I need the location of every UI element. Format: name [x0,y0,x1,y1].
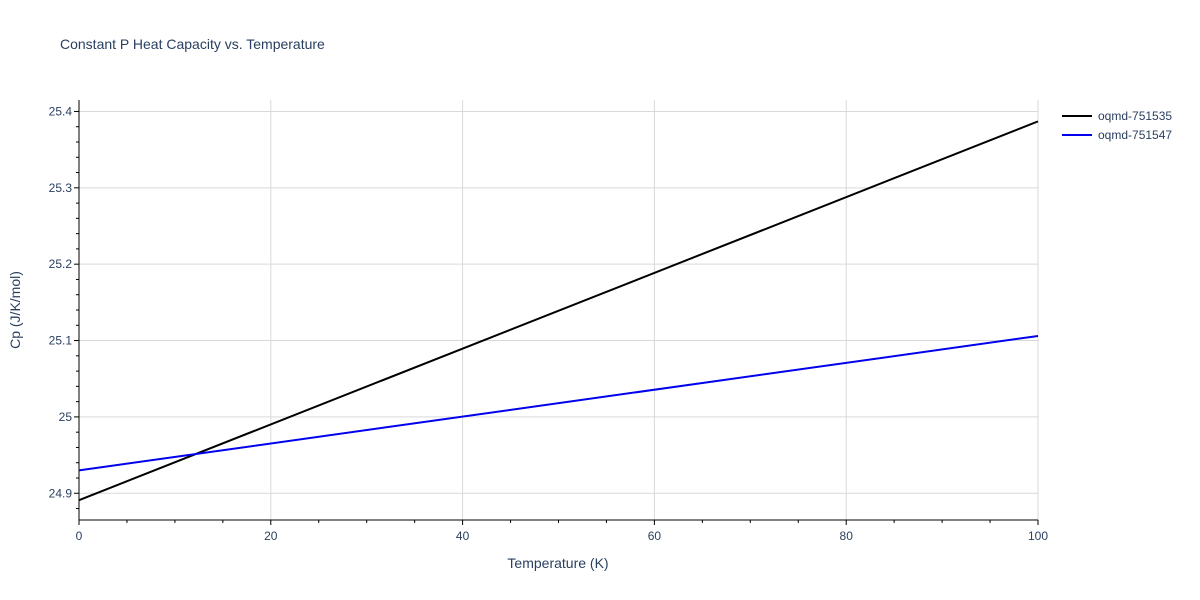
y-tick-label: 25.1 [49,334,73,348]
y-tick-label: 25.4 [49,104,73,118]
y-axis-title: Cp (J/K/mol) [7,271,23,349]
grid-lines [79,100,1039,520]
legend-item[interactable]: oqmd-751535 [1062,106,1172,125]
series-line-oqmd-751535 [78,120,1039,502]
y-tick-label: 25 [59,410,73,424]
y-tick-label: 25.3 [49,181,73,195]
x-tick-label: 60 [648,529,662,543]
x-axis-title: Temperature (K) [507,555,608,571]
x-tick-label: 100 [1028,529,1048,543]
chart-title: Constant P Heat Capacity vs. Temperature [60,36,325,52]
y-tick-label: 24.9 [49,486,73,500]
legend-item[interactable]: oqmd-751547 [1062,125,1172,144]
legend: oqmd-751535 oqmd-751547 [1062,106,1172,144]
series-layer [78,120,1039,502]
legend-swatch [1062,114,1092,117]
x-tick-label: 0 [76,529,83,543]
legend-label: oqmd-751535 [1098,108,1173,123]
x-tick-label: 80 [840,529,854,543]
x-tick-label: 20 [264,529,278,543]
series-line-oqmd-751547 [78,334,1039,472]
legend-label: oqmd-751547 [1098,127,1173,142]
axes: 0 20 40 60 80 100 24.9 25 25.1 25.2 25.3 25.4 [49,100,1048,543]
y-tick-label: 25.2 [49,257,73,271]
legend-swatch [1062,133,1092,136]
x-tick-label: 40 [456,529,470,543]
